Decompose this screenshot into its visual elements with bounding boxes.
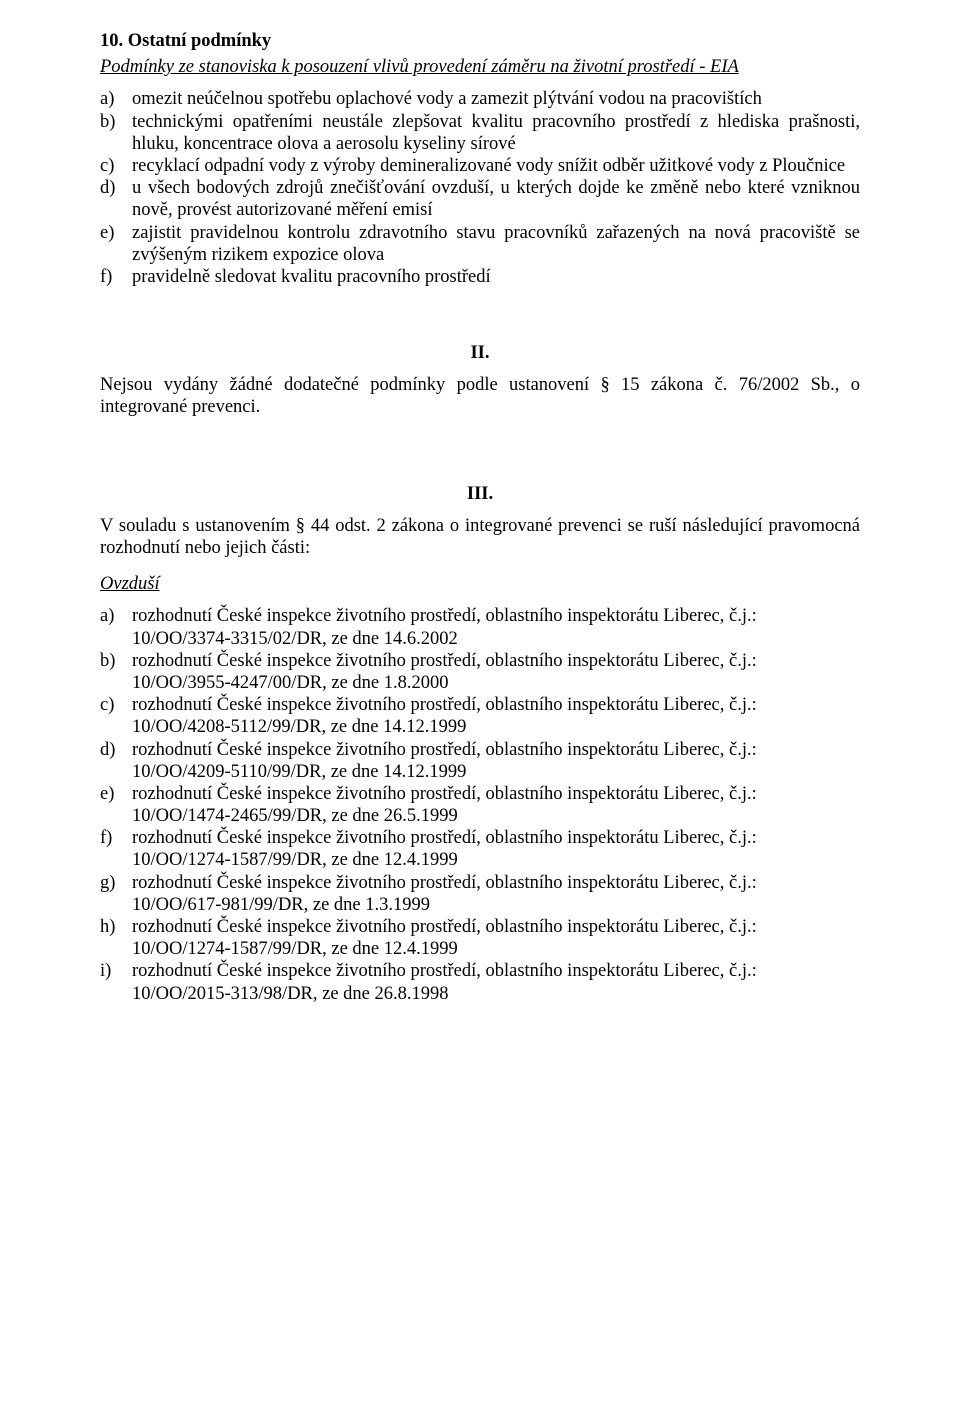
list-marker: b) (100, 650, 115, 672)
decisions-list: a) rozhodnutí České inspekce životního pr… (100, 605, 860, 1004)
decision-line-2: 10/OO/3374-3315/02/DR, ze dne 14.6.2002 (132, 629, 458, 649)
decision-line-1: rozhodnutí České inspekce životního pros… (132, 828, 757, 848)
decision-line-1: rozhodnutí České inspekce životního pros… (132, 651, 757, 671)
decision-line-1: rozhodnutí České inspekce životního pros… (132, 695, 757, 715)
list-item: f) rozhodnutí České inspekce životního pr… (100, 827, 860, 871)
list-item: a) rozhodnutí České inspekce životního pr… (100, 605, 860, 649)
list-marker: e) (100, 222, 114, 244)
list-marker: b) (100, 111, 115, 133)
list-item: d) rozhodnutí České inspekce životního pr… (100, 739, 860, 783)
decision-line-2: 10/OO/617-981/99/DR, ze dne 1.3.1999 (132, 895, 430, 915)
list-marker: d) (100, 739, 115, 761)
list-marker: c) (100, 694, 114, 716)
paragraph-ii: Nejsou vydány žádné dodatečné podmínky p… (100, 374, 860, 418)
roman-ii-heading: II. (100, 342, 860, 364)
list-marker: a) (100, 605, 114, 627)
section-title: 10. Ostatní podmínky (100, 30, 860, 52)
list-marker: h) (100, 916, 115, 938)
list-marker: f) (100, 827, 112, 849)
list-marker: e) (100, 783, 114, 805)
decision-line-2: 10/OO/4208-5112/99/DR, ze dne 14.12.1999 (132, 717, 466, 737)
list-item-text: u všech bodových zdrojů znečišťování ovz… (132, 178, 860, 220)
list-item: a) omezit neúčelnou spotřebu oplachové vo… (100, 88, 860, 110)
list-marker: d) (100, 177, 115, 199)
decision-line-2: 10/OO/1274-1587/99/DR, ze dne 12.4.1999 (132, 939, 458, 959)
list-marker: f) (100, 266, 112, 288)
list-item: h) rozhodnutí České inspekce životního pr… (100, 916, 860, 960)
decision-line-2: 10/OO/2015-313/98/DR, ze dne 26.8.1998 (132, 984, 449, 1004)
list-item-text: pravidelně sledovat kvalitu pracovního p… (132, 267, 491, 287)
decision-line-1: rozhodnutí České inspekce životního pros… (132, 740, 757, 760)
list-marker: c) (100, 155, 114, 177)
paragraph-iii: V souladu s ustanovením § 44 odst. 2 zák… (100, 515, 860, 559)
section-subtitle: Podmínky ze stanoviska k posouzení vlivů… (100, 56, 860, 78)
decision-line-1: rozhodnutí České inspekce životního pros… (132, 873, 757, 893)
list-item-text: omezit neúčelnou spotřebu oplachové vody… (132, 89, 762, 109)
list-marker: a) (100, 88, 114, 110)
list-item: d) u všech bodových zdrojů znečišťování o… (100, 177, 860, 221)
document-page: 10. Ostatní podmínky Podmínky ze stanovi… (0, 0, 960, 1428)
decision-line-2: 10/OO/1474-2465/99/DR, ze dne 26.5.1999 (132, 806, 458, 826)
list-item: e) rozhodnutí České inspekce životního pr… (100, 783, 860, 827)
list-item: f) pravidelně sledovat kvalitu pracovního… (100, 266, 860, 288)
list-item-text: technickými opatřeními neustále zlepšova… (132, 112, 860, 154)
conditions-list: a) omezit neúčelnou spotřebu oplachové vo… (100, 88, 860, 288)
list-item-text: zajistit pravidelnou kontrolu zdravotníh… (132, 223, 860, 265)
list-item: c) recyklací odpadní vody z výroby demine… (100, 155, 860, 177)
list-item: i) rozhodnutí České inspekce životního pr… (100, 960, 860, 1004)
list-marker: i) (100, 960, 111, 982)
decision-line-1: rozhodnutí České inspekce životního pros… (132, 606, 757, 626)
decision-line-2: 10/OO/1274-1587/99/DR, ze dne 12.4.1999 (132, 850, 458, 870)
list-item: e) zajistit pravidelnou kontrolu zdravotn… (100, 222, 860, 266)
decision-line-1: rozhodnutí České inspekce životního pros… (132, 917, 757, 937)
decision-line-2: 10/OO/4209-5110/99/DR, ze dne 14.12.1999 (132, 762, 466, 782)
list-item: c) rozhodnutí České inspekce životního pr… (100, 694, 860, 738)
roman-iii-heading: III. (100, 483, 860, 505)
list-item: b) technickými opatřeními neustále zlepšo… (100, 111, 860, 155)
list-marker: g) (100, 872, 115, 894)
decision-line-1: rozhodnutí České inspekce životního pros… (132, 784, 757, 804)
ovzdusi-heading: Ovzduší (100, 573, 860, 595)
list-item-text: recyklací odpadní vody z výroby deminera… (132, 156, 845, 176)
decision-line-1: rozhodnutí České inspekce životního pros… (132, 961, 757, 981)
decision-line-2: 10/OO/3955-4247/00/DR, ze dne 1.8.2000 (132, 673, 449, 693)
section-header: 10. Ostatní podmínky Podmínky ze stanovi… (100, 30, 860, 78)
list-item: b) rozhodnutí České inspekce životního pr… (100, 650, 860, 694)
list-item: g) rozhodnutí České inspekce životního pr… (100, 872, 860, 916)
